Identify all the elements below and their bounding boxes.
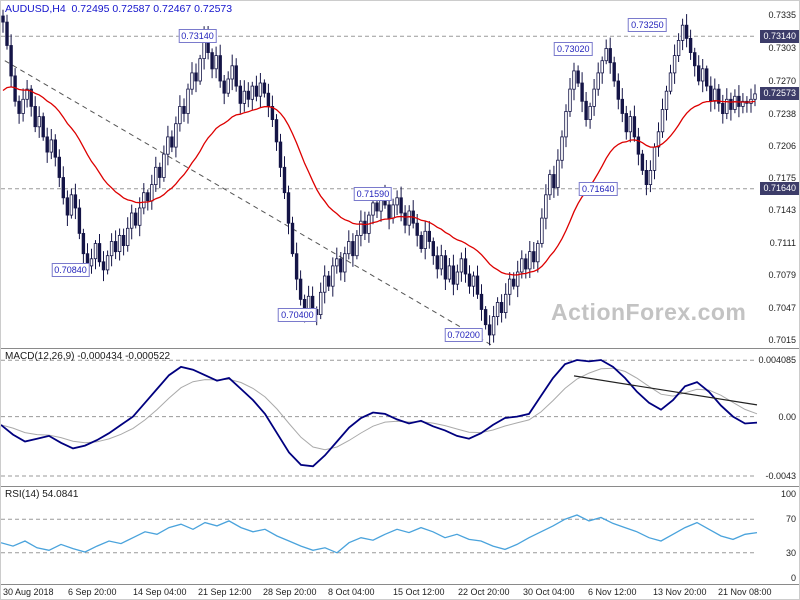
watermark: ActionForex.com xyxy=(551,299,747,325)
price-axis-label: 0.7047 xyxy=(768,302,796,313)
price-level-tag: 0.73140 xyxy=(178,29,217,44)
price-level-tag: 0.73250 xyxy=(628,18,667,33)
macd-trendline xyxy=(573,375,758,406)
price-axis-label: 0.7111 xyxy=(769,237,796,248)
price-axis-badge: 0.72573 xyxy=(760,87,799,101)
price-axis-label: 0.7143 xyxy=(768,205,796,215)
descending-trendline xyxy=(4,60,494,347)
macd-axis-label: 0.004085 xyxy=(758,355,796,366)
rsi-panel[interactable]: RSI(14) 54.0841 100 70 30 0 xyxy=(1,487,799,585)
macd-label: MACD(12,26,9) -0.000434 -0.000522 xyxy=(5,351,171,362)
price-axis-label: 0.7335 xyxy=(768,10,796,20)
price-axis-label: 0.7206 xyxy=(768,141,796,152)
price-axis-badge: 0.73140 xyxy=(760,29,799,43)
date-axis-label: 22 Oct 20:00 xyxy=(458,587,510,597)
macd-axis-label: 0.00 xyxy=(778,411,796,422)
price-axis-label: 0.7238 xyxy=(768,108,796,119)
symbol-ohlc-title: AUDUSD,H4 0.72495 0.72587 0.72467 0.7257… xyxy=(5,3,233,15)
date-axis-label: 6 Sep 20:00 xyxy=(68,587,117,597)
rsi-chart xyxy=(1,514,758,554)
date-axis-label: 30 Oct 04:00 xyxy=(523,587,575,597)
rsi-axis-label: 30 xyxy=(785,547,796,558)
rsi-label: RSI(14) 54.0841 xyxy=(5,489,79,500)
price-axis-label: 0.7015 xyxy=(768,335,796,345)
date-axis-label: 6 Nov 12:00 xyxy=(588,587,637,597)
price-level-tag: 0.71590 xyxy=(353,186,393,201)
rsi-axis-label: 0 xyxy=(790,573,796,583)
date-axis-label: 28 Sep 20:00 xyxy=(263,587,317,597)
date-axis-label: 15 Oct 12:00 xyxy=(393,587,445,597)
date-axis-label: 21 Sep 12:00 xyxy=(198,587,252,597)
macd-axis-label: -0.0043 xyxy=(765,470,796,481)
red-moving-average-line xyxy=(2,86,756,276)
price-axis-badge: 0.71640 xyxy=(760,182,799,196)
candlestick-chart xyxy=(1,9,757,347)
price-level-tag: 0.71640 xyxy=(578,181,618,196)
date-axis-label: 14 Sep 04:00 xyxy=(133,587,187,597)
price-panel[interactable]: AUDUSD,H4 0.72495 0.72587 0.72467 0.7257… xyxy=(1,1,799,349)
price-level-tag: 0.70840 xyxy=(51,262,90,277)
price-level-tag: 0.70200 xyxy=(444,327,483,342)
candles xyxy=(1,9,757,346)
rsi-axis-label: 70 xyxy=(785,514,796,525)
time-axis: 30 Aug 2018 6 Sep 20:00 14 Sep 04:00 21 Sep… xyxy=(1,585,799,599)
price-level-tag: 0.70400 xyxy=(278,307,317,322)
rsi-axis-label: 100 xyxy=(780,489,796,499)
price-axis-label: 0.7303 xyxy=(768,42,796,53)
price-axis-label: 0.7175 xyxy=(768,172,796,183)
macd-chart xyxy=(1,359,758,477)
date-axis-label: 30 Aug 2018 xyxy=(3,587,54,597)
date-axis-label: 8 Oct 04:00 xyxy=(328,587,375,597)
macd-signal-line xyxy=(1,367,758,451)
date-axis-label: 21 Nov 08:00 xyxy=(718,587,772,597)
date-axis-label: 13 Nov 20:00 xyxy=(653,587,707,597)
rsi-line xyxy=(1,514,758,554)
macd-main-line xyxy=(1,359,758,468)
price-axis-label: 0.7270 xyxy=(768,76,796,87)
macd-panel[interactable]: MACD(12,26,9) -0.000434 -0.000522 0.0040… xyxy=(1,349,799,487)
price-level-tag: 0.73020 xyxy=(554,41,593,56)
price-axis-label: 0.7079 xyxy=(768,270,796,280)
